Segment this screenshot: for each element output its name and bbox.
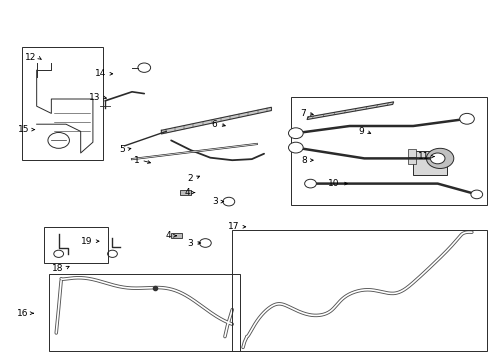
Circle shape [288,142,303,153]
Bar [407,157,415,164]
Text: 14: 14 [95,69,106,78]
Circle shape [426,148,453,168]
Bar [407,149,415,157]
Text: 13: 13 [88,93,100,102]
Text: 1: 1 [133,156,139,165]
Circle shape [459,113,473,124]
Bar [412,151,447,175]
Circle shape [429,153,444,164]
Text: 4: 4 [165,231,171,240]
Text: 19: 19 [81,237,93,246]
Bar [22,47,102,160]
Text: 17: 17 [227,222,239,231]
Bar [171,233,182,238]
Text: 7: 7 [299,109,305,118]
Circle shape [470,190,482,199]
Bar [44,227,107,263]
Bar [290,97,486,205]
Text: 8: 8 [301,156,306,165]
Text: 18: 18 [52,264,63,273]
Text: 12: 12 [25,53,37,62]
Circle shape [288,128,303,139]
Bar [232,230,486,351]
Text: 4: 4 [183,188,189,197]
Bar [49,274,239,351]
Text: 16: 16 [17,309,28,318]
Text: 5: 5 [119,145,124,154]
Polygon shape [161,107,271,134]
Text: 6: 6 [211,120,217,129]
Circle shape [304,179,316,188]
Text: 10: 10 [327,179,339,188]
Text: 11: 11 [417,152,428,161]
Text: 15: 15 [18,125,29,134]
Text: 3: 3 [187,239,193,248]
Bar [180,190,190,195]
Text: 2: 2 [187,174,193,183]
Text: 3: 3 [211,197,217,206]
Polygon shape [306,102,393,120]
Text: 9: 9 [358,127,364,136]
